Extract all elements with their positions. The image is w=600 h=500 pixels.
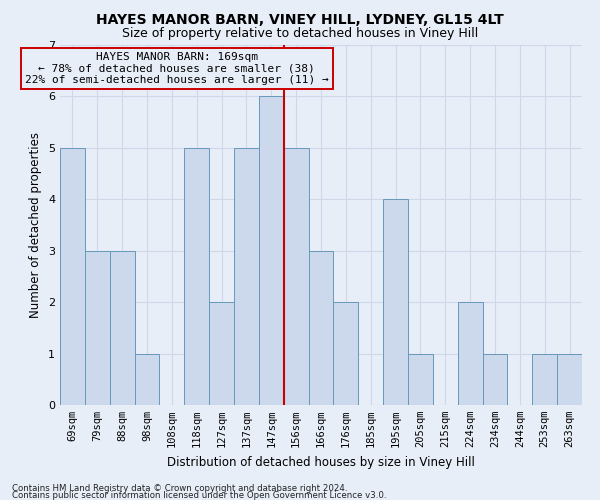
Bar [234, 148, 259, 405]
Bar [408, 354, 433, 405]
Bar [557, 354, 582, 405]
Bar [383, 200, 408, 405]
Bar [134, 354, 160, 405]
Bar [284, 148, 308, 405]
Bar [308, 250, 334, 405]
Bar [209, 302, 234, 405]
Bar [110, 250, 134, 405]
Bar [85, 250, 110, 405]
Bar [184, 148, 209, 405]
Y-axis label: Number of detached properties: Number of detached properties [29, 132, 43, 318]
Text: HAYES MANOR BARN: 169sqm
← 78% of detached houses are smaller (38)
22% of semi-d: HAYES MANOR BARN: 169sqm ← 78% of detach… [25, 52, 329, 84]
Bar [532, 354, 557, 405]
Bar [482, 354, 508, 405]
Text: Contains HM Land Registry data © Crown copyright and database right 2024.: Contains HM Land Registry data © Crown c… [12, 484, 347, 493]
Bar [458, 302, 482, 405]
Bar [259, 96, 284, 405]
Text: Contains public sector information licensed under the Open Government Licence v3: Contains public sector information licen… [12, 492, 386, 500]
Bar [60, 148, 85, 405]
X-axis label: Distribution of detached houses by size in Viney Hill: Distribution of detached houses by size … [167, 456, 475, 468]
Text: Size of property relative to detached houses in Viney Hill: Size of property relative to detached ho… [122, 28, 478, 40]
Text: HAYES MANOR BARN, VINEY HILL, LYDNEY, GL15 4LT: HAYES MANOR BARN, VINEY HILL, LYDNEY, GL… [96, 12, 504, 26]
Bar [334, 302, 358, 405]
